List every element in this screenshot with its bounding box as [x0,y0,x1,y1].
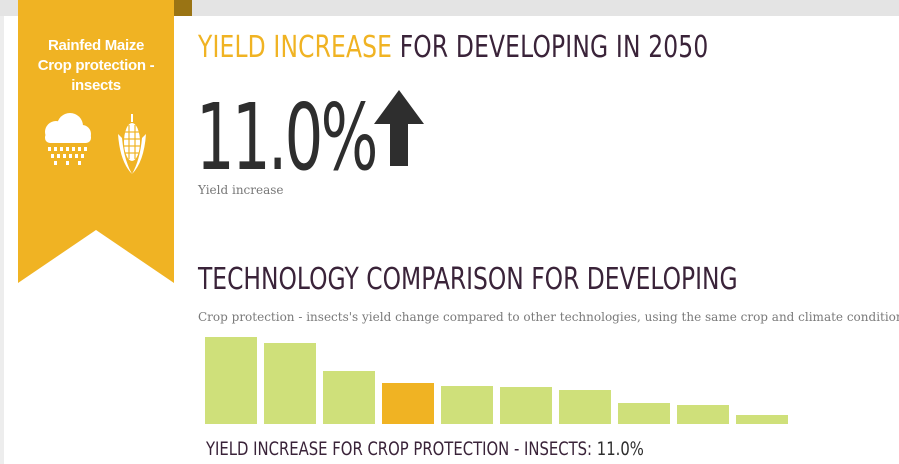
maize-icon [118,114,146,174]
title-accent: YIELD INCREASE [198,30,393,65]
bar [559,390,611,424]
card-edge [0,16,4,464]
page-title: YIELD INCREASE FOR DEVELOPING IN 2050 [198,30,708,65]
bar [205,337,257,424]
top-strip [0,0,899,16]
bar [500,387,552,424]
yield-value: 11.0% [196,84,378,191]
bar [618,403,670,424]
crop-ribbon: Rainfed Maize Crop protection - insects [18,0,192,283]
ribbon-line-3: insects [71,77,121,94]
up-arrow-icon [374,90,424,166]
comparison-chart [205,337,788,424]
ribbon-icons [18,112,174,182]
footer-value: 11.0% [596,438,644,460]
ribbon-line-2: Crop protection - [37,57,155,74]
bar [677,405,729,424]
bar [441,386,493,424]
rain-cloud-icon [45,113,91,165]
bar [736,415,788,424]
bar [323,371,375,424]
comparison-title: TECHNOLOGY COMPARISON FOR DEVELOPING [198,262,738,297]
yield-label: Yield increase [198,183,284,197]
ribbon-text: Rainfed Maize Crop protection - insects [18,36,174,96]
comparison-description: Crop protection - insects's yield change… [198,310,899,324]
footer-label: YIELD INCREASE FOR CROP PROTECTION - INS… [206,438,593,460]
ribbon-shape [18,0,192,283]
ribbon-line-1: Rainfed Maize [47,37,145,54]
bar [264,343,316,424]
title-rest: FOR DEVELOPING IN 2050 [392,30,709,65]
footer-summary: YIELD INCREASE FOR CROP PROTECTION - INS… [206,438,644,460]
bar-highlight [382,383,434,424]
